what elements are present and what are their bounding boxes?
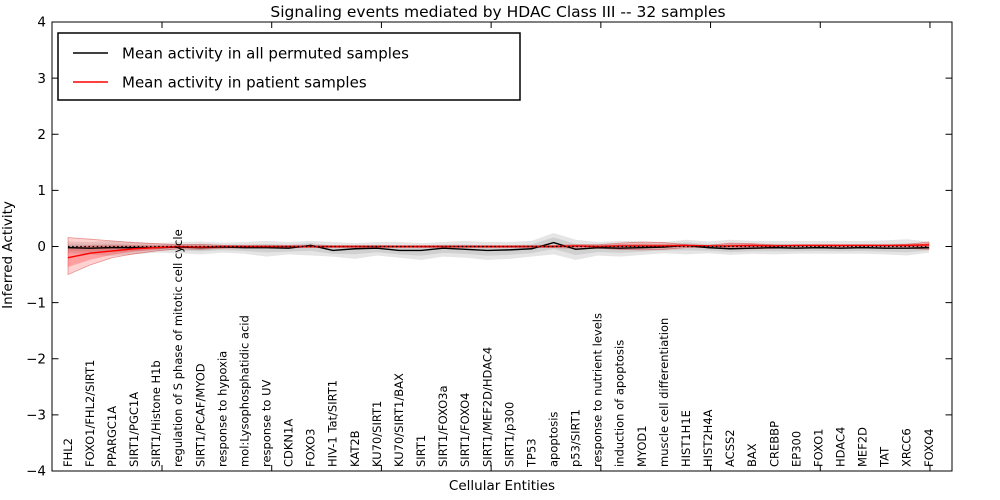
x-tick-labels: FHL2 FOXO1/FHL2/SIRT1 PPARGC1A SIRT1/PGC1A S… bbox=[61, 229, 936, 468]
x-tick-label: response to nutrient levels bbox=[591, 313, 605, 467]
x-tick-label: SIRT1/PGC1A bbox=[127, 392, 141, 467]
x-tick-label: FOXO1/FHL2/SIRT1 bbox=[83, 360, 97, 467]
chart-title: Signaling events mediated by HDAC Class … bbox=[270, 3, 725, 21]
x-tick-label: response to UV bbox=[259, 379, 273, 467]
x-tick-label: MYOD1 bbox=[635, 425, 649, 467]
x-tick-label: XRCC6 bbox=[900, 428, 914, 467]
x-tick-label: ACSS2 bbox=[723, 429, 737, 467]
x-tick-label: FOXO3 bbox=[304, 429, 318, 467]
x-tick-label: muscle cell differentiation bbox=[657, 318, 671, 467]
x-tick-label: FOXO4 bbox=[922, 429, 936, 467]
y-tick-label: 2 bbox=[37, 127, 46, 143]
x-tick-label: BAX bbox=[745, 443, 759, 467]
x-tick-label: KU70/SIRT1/BAX bbox=[392, 373, 406, 467]
x-tick-label: p53/SIRT1 bbox=[569, 409, 583, 467]
x-tick-label: CREBBP bbox=[767, 421, 781, 467]
x-tick-label: mol:Lysophosphatidic acid bbox=[237, 315, 251, 467]
x-tick-label: PPARGC1A bbox=[105, 406, 119, 467]
legend-items: Mean activity in all permuted samples Mea… bbox=[73, 44, 409, 91]
y-tick-label: 4 bbox=[37, 15, 46, 31]
x-tick-label: KAT2B bbox=[348, 430, 362, 467]
legend-item-label: Mean activity in patient samples bbox=[122, 73, 367, 91]
legend-item-label: Mean activity in all permuted samples bbox=[122, 44, 409, 62]
x-tick-label: regulation of S phase of mitotic cell cy… bbox=[171, 229, 185, 467]
x-tick-label: HIST2H4A bbox=[701, 409, 715, 467]
x-tick-label: SIRT1/p300 bbox=[502, 402, 516, 467]
x-tick-label: MEF2D bbox=[856, 427, 870, 467]
x-tick-label: SIRT1/FOXO3a bbox=[436, 385, 450, 467]
x-axis-label: Cellular Entities bbox=[449, 478, 555, 494]
x-tick-label: FOXO1 bbox=[811, 429, 825, 467]
legend-box bbox=[57, 32, 521, 101]
y-tick-label: −4 bbox=[26, 464, 46, 480]
y-tick-label: −1 bbox=[26, 295, 46, 311]
x-tick-label: TP53 bbox=[524, 438, 538, 468]
series-lines bbox=[67, 241, 930, 259]
y-axis-label: Inferred Activity bbox=[0, 201, 16, 309]
x-tick-label: SIRT1/PCAF/MYOD bbox=[193, 363, 207, 467]
x-tick-label: apoptosis bbox=[546, 412, 560, 467]
x-tick-label: SIRT1/Histone H1b bbox=[149, 360, 163, 467]
x-tick-label: SIRT1/MEF2D/HDAC4 bbox=[480, 347, 494, 467]
x-tick-label: TAT bbox=[878, 446, 892, 468]
x-tick-label: CDKN1A bbox=[282, 419, 296, 467]
x-tick-label: SIRT1/FOXO4 bbox=[458, 392, 472, 467]
y-tick-label: 1 bbox=[37, 183, 46, 199]
x-tick-label: SIRT1 bbox=[414, 435, 428, 467]
y-tick-label: −3 bbox=[26, 408, 46, 424]
legend: Mean activity in all permuted samples Mea… bbox=[57, 32, 521, 101]
y-tick-label: 0 bbox=[37, 239, 46, 255]
y-tick-label: 3 bbox=[37, 71, 46, 87]
plot-frame-border bbox=[51, 21, 953, 472]
x-tick-label: HIST1H1E bbox=[679, 410, 693, 467]
x-tick-label: HDAC4 bbox=[833, 427, 847, 467]
x-tick-label: induction of apoptosis bbox=[613, 340, 627, 467]
x-tick-label: HIV-1 Tat/SIRT1 bbox=[326, 380, 340, 467]
x-tick-label: KU70/SIRT1 bbox=[370, 401, 384, 467]
x-tick-label: response to hypoxia bbox=[215, 351, 229, 467]
x-tick-label: EP300 bbox=[789, 431, 803, 467]
y-tick-labels: 4 3 2 1 0 −1 −2 −3 −4 bbox=[26, 15, 46, 480]
y-tick-label: −2 bbox=[26, 351, 46, 367]
x-tick-label: FHL2 bbox=[61, 438, 75, 467]
confidence-bands bbox=[67, 233, 930, 276]
